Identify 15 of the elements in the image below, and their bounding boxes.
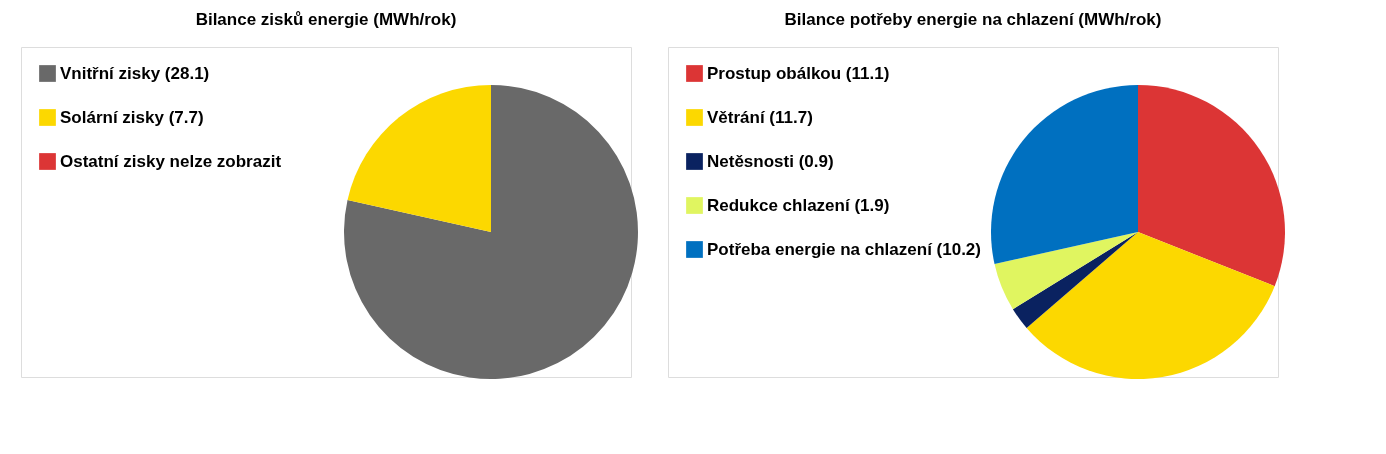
legend-label: Ostatní zisky nelze zobrazit [60, 151, 282, 171]
pie-slice [991, 85, 1138, 264]
legend-label: Solární zisky (7.7) [60, 107, 204, 127]
legend-label: Netěsnosti (0.9) [707, 151, 834, 171]
legend-label: Potřeba energie na chlazení (10.2) [707, 239, 981, 259]
pie-slice [1138, 85, 1285, 287]
legend-label: Vnitřní zisky (28.1) [60, 63, 210, 83]
legend-label: Redukce chlazení (1.9) [707, 195, 890, 215]
chart-title: Bilance potřeby energie na chlazení (MWh/rok) [784, 10, 1162, 29]
legend-label: Prostup obálkou (11.1) [707, 63, 890, 83]
pie-slice [1026, 232, 1275, 379]
pie-slice [994, 232, 1138, 310]
chart-title: Bilance zisků energie (MWh/rok) [195, 10, 457, 29]
pie-slice [1012, 232, 1138, 328]
legend-label: Větrání (11.7) [707, 107, 813, 127]
